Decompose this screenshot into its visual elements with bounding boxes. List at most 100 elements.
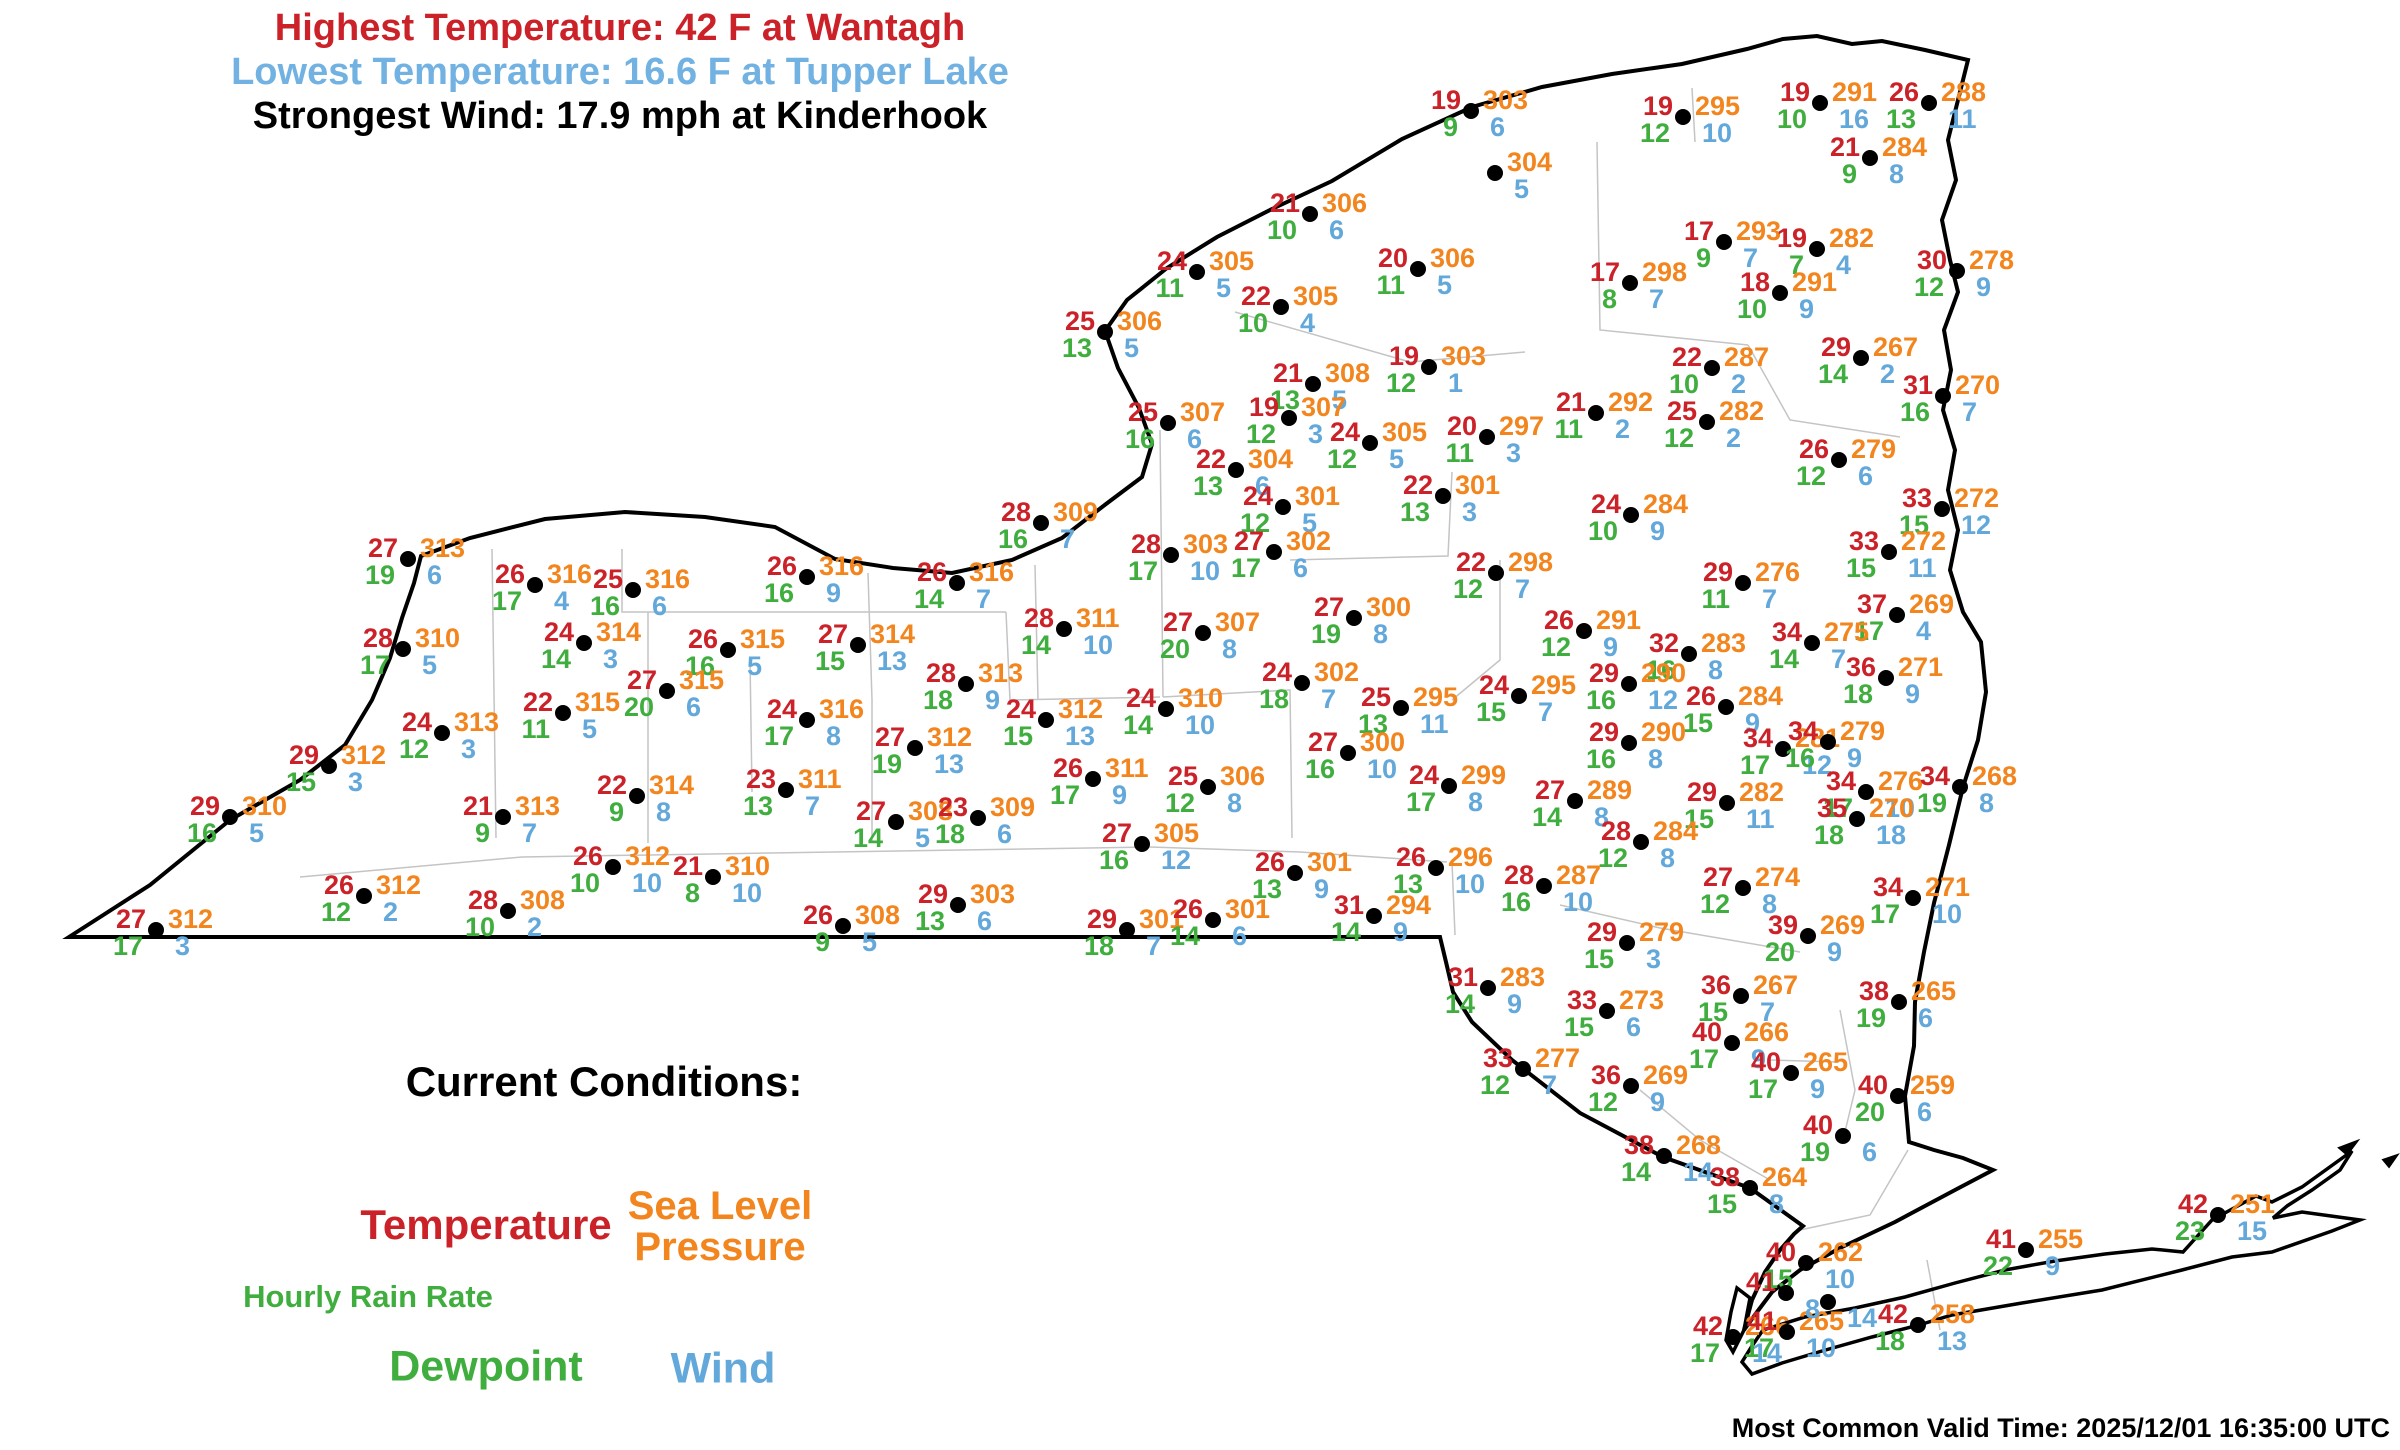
station-dewpoint: 12 (1540, 632, 1571, 662)
station-wind: 12 (1802, 750, 1833, 780)
station-dot (1275, 499, 1291, 515)
station-wind: 15 (2237, 1216, 2268, 1246)
station-pressure: 310 (242, 791, 288, 821)
station-dot (1163, 547, 1179, 563)
station-dewpoint: 15 (1697, 997, 1728, 1027)
station-dewpoint: 10 (569, 868, 600, 898)
station-pressure: 307 (1180, 397, 1226, 427)
station-dot (1905, 890, 1921, 906)
station-temperature: 38 (1709, 1162, 1740, 1192)
station-temperature: 26 (1172, 894, 1203, 924)
station-dewpoint: 15 (285, 767, 316, 797)
map-header: Highest Temperature: 42 F at Wantagh Low… (130, 6, 1110, 138)
station-wind: 9 (1650, 1087, 1666, 1117)
station-pressure: 301 (1295, 481, 1341, 511)
station-wind: 5 (1302, 508, 1318, 538)
station-pressure: 289 (1587, 775, 1633, 805)
station-temperature: 26 (766, 551, 797, 581)
station-pressure: 273 (1619, 985, 1665, 1015)
station-temperature: 22 (1240, 281, 1271, 311)
station-temperature: 28 (467, 885, 498, 915)
station-temperature: 21 (1829, 132, 1860, 162)
station-pressure: 290 (1641, 658, 1687, 688)
legend-pressure-line1: Sea Level (627, 1184, 813, 1228)
station-dewpoint: 13 (1399, 497, 1430, 527)
station-dot (1858, 784, 1874, 800)
station-pressure: 259 (1910, 1070, 1956, 1100)
station-wind: 9 (1393, 917, 1409, 947)
station-dewpoint: 10 (464, 912, 495, 942)
station-dot (1619, 935, 1635, 951)
station-dewpoint: 17 (1822, 793, 1853, 823)
station-temperature: 28 (1600, 816, 1631, 846)
station-temperature: 25 (592, 564, 623, 594)
station-dot (950, 897, 966, 913)
station-dot (1302, 206, 1318, 222)
station-wind: 8 (1373, 619, 1389, 649)
station-dewpoint: 10 (1266, 215, 1297, 245)
station-temperature: 31 (1902, 370, 1933, 400)
station-temperature: 23 (937, 792, 968, 822)
station-dewpoint: 11 (521, 714, 550, 744)
station-dewpoint: 14 (540, 644, 571, 674)
station-dot (2210, 1207, 2226, 1223)
station-temperature: 21 (462, 791, 493, 821)
station-wind: 14 (1752, 1338, 1783, 1368)
station-dot (1809, 241, 1825, 257)
station-pressure: 279 (1840, 716, 1886, 746)
station-dot (1798, 1255, 1814, 1271)
station-dewpoint: 17 (1853, 616, 1884, 646)
station-dewpoint: 13 (1357, 709, 1388, 739)
station-wind: 9 (1799, 294, 1815, 324)
station-pressure: 299 (1461, 760, 1507, 790)
station-dewpoint: 18 (1874, 1326, 1905, 1356)
small-island-mark (2381, 1153, 2400, 1169)
station-dot (949, 575, 965, 591)
station-dot (1228, 462, 1244, 478)
station-temperature: 27 (1702, 862, 1733, 892)
station-wind: 9 (985, 685, 1001, 715)
station-wind: 7 (1515, 574, 1531, 604)
station-temperature: 26 (323, 870, 354, 900)
station-dewpoint: 7 (1788, 250, 1804, 280)
station-wind: 2 (527, 912, 543, 942)
station-dot (555, 705, 571, 721)
station-dot (1621, 676, 1637, 692)
station-wind: 6 (652, 591, 668, 621)
station-temperature: 24 (1329, 417, 1360, 447)
station-dewpoint: 12 (1245, 419, 1276, 449)
station-temperature: 34 (1742, 723, 1773, 753)
station-temperature: 22 (522, 687, 553, 717)
station-pressure: 264 (1762, 1162, 1808, 1192)
station-wind: 5 (1216, 273, 1232, 303)
station-pressure: 306 (1430, 243, 1476, 273)
station-dot (1862, 150, 1878, 166)
station-pressure: 294 (1386, 890, 1432, 920)
station-wind: 6 (1862, 1137, 1878, 1167)
station-pressure: 315 (740, 624, 786, 654)
station-wind: 13 (877, 646, 908, 676)
station-dewpoint: 10 (1237, 308, 1268, 338)
station-wind: 5 (582, 714, 598, 744)
station-dewpoint: 18 (1083, 931, 1114, 961)
station-temperature: 24 (1125, 683, 1156, 713)
station-wind: 7 (805, 791, 821, 821)
station-dot (1800, 928, 1816, 944)
station-dewpoint: 15 (1898, 510, 1929, 540)
station-temperature: 26 (1052, 753, 1083, 783)
station-wind: 6 (686, 692, 702, 722)
station-temperature: 34 (1919, 761, 1950, 791)
station-wind: 7 (522, 818, 538, 848)
station-pressure: 276 (1878, 766, 1924, 796)
station-dewpoint: 17 (1869, 899, 1900, 929)
station-wind: 11 (1908, 553, 1937, 583)
station-wind: 10 (1367, 754, 1398, 784)
station-dot (1479, 429, 1495, 445)
station-dewpoint: 12 (1663, 423, 1694, 453)
station-wind: 8 (1979, 788, 1995, 818)
station-dot (1656, 1148, 1672, 1164)
station-dot (778, 782, 794, 798)
station-temperature: 40 (1802, 1110, 1833, 1140)
station-pressure: 305 (1209, 246, 1255, 276)
station-dewpoint: 18 (1258, 684, 1289, 714)
